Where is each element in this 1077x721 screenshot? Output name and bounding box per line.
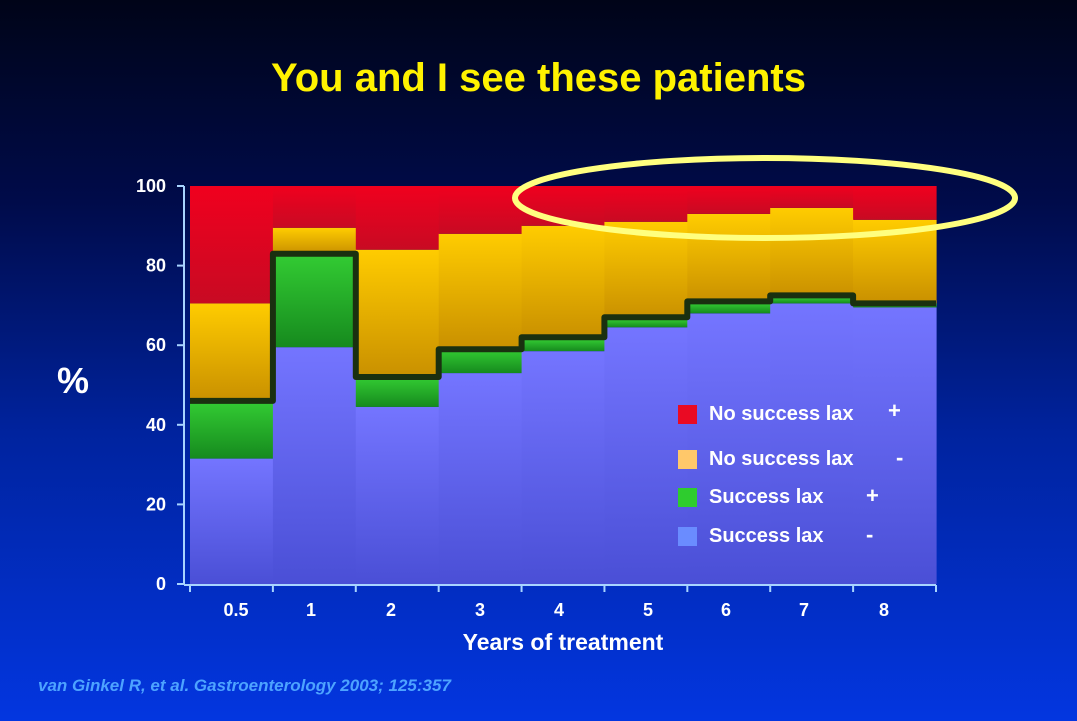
bar-segment	[438, 349, 523, 374]
bar-segment	[190, 400, 274, 459]
bar-segment	[521, 351, 606, 584]
x-tick-label: 3	[475, 600, 485, 620]
bar-segment	[604, 186, 688, 222]
bar-segment	[521, 225, 606, 340]
legend-sign: +	[866, 483, 879, 508]
x-tick-label: 1	[306, 600, 316, 620]
x-tick-label: 5	[643, 600, 653, 620]
legend-swatch-green	[678, 488, 697, 507]
legend-swatch-red	[678, 405, 697, 424]
y-tick-label: 80	[146, 256, 166, 276]
bar-segment	[272, 253, 357, 348]
step-line	[190, 250, 936, 404]
legend-sign: -	[896, 445, 904, 470]
y-tick-label: 40	[146, 415, 166, 435]
bar-segment	[438, 233, 523, 350]
bar-segment	[687, 313, 771, 584]
bar-segment	[853, 186, 937, 220]
citation: van Ginkel R, et al. Gastroenterology 20…	[38, 676, 451, 695]
legend-sign: +	[888, 398, 901, 423]
x-axis-title: Years of treatment	[463, 629, 664, 655]
x-tick-label: 6	[721, 600, 731, 620]
bar-segment	[438, 186, 523, 234]
plot-area	[190, 186, 937, 584]
bar-segment	[770, 186, 854, 208]
y-tick-label: 20	[146, 494, 166, 514]
bar-segment	[355, 186, 440, 250]
overlay	[190, 155, 1018, 404]
bar-segment	[355, 249, 440, 378]
y-tick-label: 60	[146, 335, 166, 355]
x-tick-label: 8	[879, 600, 889, 620]
bar-segment	[355, 377, 440, 407]
bar-segment	[190, 186, 274, 304]
legend-sign: -	[866, 522, 874, 547]
bar-segment	[190, 303, 274, 401]
legend-label: Success lax	[709, 486, 824, 508]
legend-label: No success lax	[709, 448, 854, 470]
bar-segment	[687, 213, 771, 304]
bar-segment	[272, 186, 357, 228]
legend-swatch-yellow	[678, 450, 697, 469]
bar-segment	[853, 307, 937, 584]
y-axis-title: %	[57, 360, 89, 401]
x-tick-label: 7	[799, 600, 809, 620]
legend-label: Success lax	[709, 525, 824, 547]
bar-segment	[687, 303, 771, 314]
bar-segment	[687, 186, 771, 214]
bar-segment	[190, 458, 274, 584]
y-tick-label: 100	[136, 176, 166, 196]
bar-segment	[438, 373, 523, 584]
x-tick-label: 4	[554, 600, 564, 620]
bar-segment	[604, 319, 688, 328]
bar-segment	[770, 207, 854, 298]
bar-segment	[521, 339, 606, 352]
legend-swatch-blue	[678, 527, 697, 546]
bar-segment	[770, 297, 854, 304]
highlight-ellipse	[512, 155, 1018, 241]
axes: 0 20 40 60 80 100 0.5 1 2 3 4 5 6 7 8 Years of treatmen…	[57, 176, 937, 655]
bar-segment	[355, 406, 440, 584]
bar-segment	[272, 227, 357, 254]
bar-segment	[604, 327, 688, 584]
legend-label: No success lax	[709, 403, 854, 425]
x-tick-label: 0.5	[223, 600, 248, 620]
x-tick-label: 2	[386, 600, 396, 620]
y-tick-label: 0	[156, 574, 166, 594]
bar-segment	[272, 347, 357, 584]
bar-segment	[770, 303, 854, 584]
slide-title: You and I see these patients	[271, 56, 806, 100]
